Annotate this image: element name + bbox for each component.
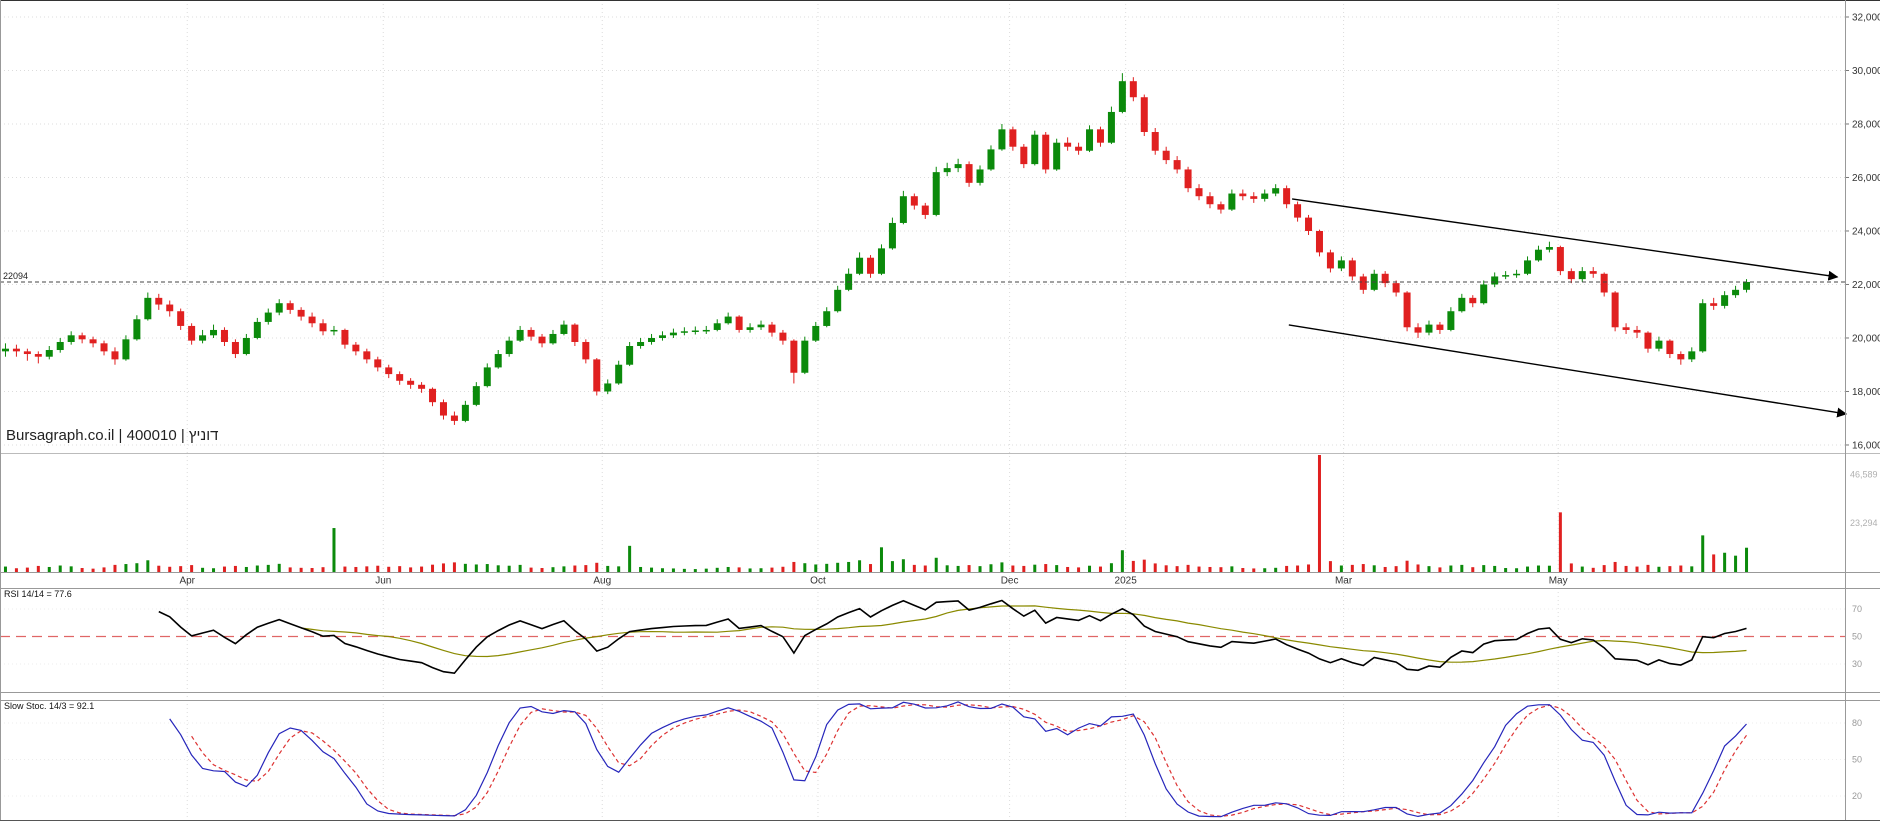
price-axis-label: 30,000 <box>1852 66 1880 77</box>
x-axis-label: Oct <box>810 576 826 587</box>
x-axis-label: May <box>1549 576 1568 587</box>
rsi-axis-label: 30 <box>1852 659 1862 669</box>
price-axis: 32,000 30,000 28,000 26,000 24,000 22,000 20,0… <box>0 12 1880 451</box>
x-axis-label: Dec <box>1001 576 1019 587</box>
volume-axis-label: 23,294 <box>1850 518 1878 528</box>
stoch-axis-label: 50 <box>1852 755 1862 765</box>
chart-watermark-title: Bursagraph.co.il | 400010 | דוניץ <box>6 427 219 444</box>
volume-axis: 46,589 23,294 <box>1850 469 1878 528</box>
price-axis-label: 24,000 <box>1852 226 1880 237</box>
last-price-label: 22094 <box>3 271 29 281</box>
x-axis-label: Jun <box>375 576 391 587</box>
x-axis-label: Aug <box>593 576 611 587</box>
x-axis-label: Mar <box>1335 576 1353 587</box>
price-axis-label: 26,000 <box>1852 173 1880 184</box>
volume-axis-label: 46,589 <box>1850 469 1878 479</box>
candlesticks <box>1 73 1751 425</box>
price-axis-label: 18,000 <box>1852 387 1880 398</box>
month-gridlines <box>186 0 1559 820</box>
rsi-panel: 70 50 30 <box>0 599 1862 675</box>
volume-bars <box>3 455 1749 572</box>
rsi-indicator-label: RSI 14/14 = 77.6 <box>4 589 72 599</box>
price-axis-label: 32,000 <box>1852 12 1880 23</box>
stoch-axis-label: 80 <box>1852 718 1862 728</box>
price-axis-label: 28,000 <box>1852 119 1880 130</box>
stochastic-panel: 80 50 20 <box>0 701 1862 818</box>
x-axis-label: Apr <box>179 576 195 587</box>
x-axis: Apr Jun Aug Oct Dec 2025 Mar May <box>179 576 1567 587</box>
stoch-axis-label: 20 <box>1852 791 1862 801</box>
stoch-indicator-label: Slow Stoc. 14/3 = 92.1 <box>4 701 95 711</box>
rsi-axis-label: 50 <box>1852 631 1862 641</box>
x-axis-label: 2025 <box>1115 576 1138 587</box>
price-axis-label: 20,000 <box>1852 333 1880 344</box>
rsi-axis-label: 70 <box>1852 604 1862 614</box>
price-axis-label: 22,000 <box>1852 280 1880 291</box>
price-axis-label: 16,000 <box>1852 440 1880 451</box>
trend-channel <box>1288 198 1848 418</box>
